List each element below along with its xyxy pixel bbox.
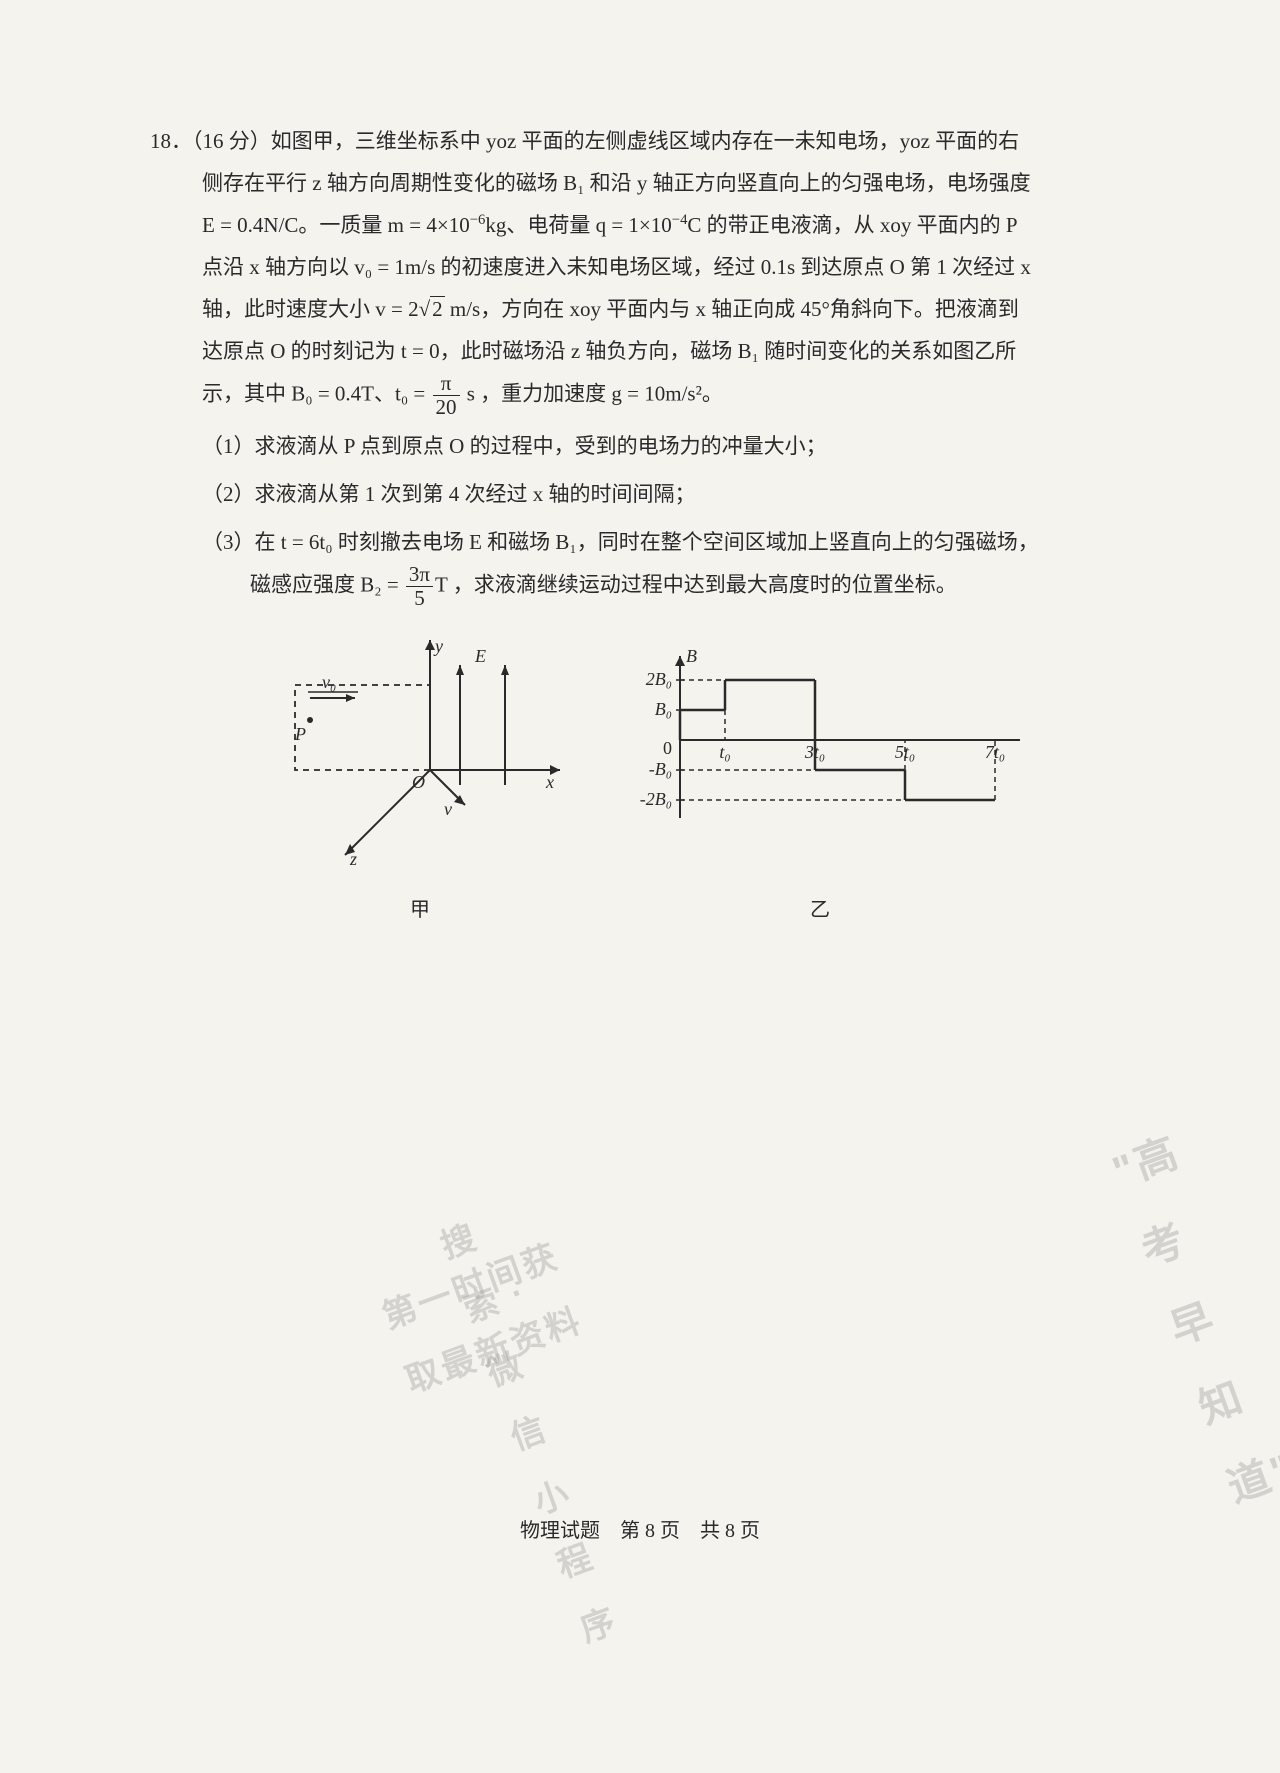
q-body-6: 达原点 O 的时刻记为 t = 0，此时磁场沿 z 轴负方向，磁场 B₁ 随时间… — [150, 330, 1130, 372]
svg-text:B: B — [686, 646, 697, 666]
question-header: 18．（16 分）如图甲，三维坐标系中 yoz 平面的左侧虚线区域内存在一未知电… — [150, 120, 1130, 162]
question-points: （16 分） — [192, 129, 271, 153]
label-P: P — [294, 724, 306, 744]
label-y: y — [433, 636, 443, 656]
sub-question-3a: （3）在 t = 6t₀ 时刻撤去电场 E 和磁场 B₁，同时在整个空间区域加上… — [150, 521, 1130, 563]
figure-jia: y x z O P E v₀ v 甲 搜索 · 微信小程序 第一时间获取最新资料 — [260, 630, 580, 930]
frac-top: π — [433, 372, 460, 396]
frac-bot-2: 5 — [406, 587, 433, 610]
sq3ba: 磁感应强度 B₂ = — [250, 573, 404, 597]
sq3bb: T ，求液滴继续运动过程中达到最大高度时的位置坐标。 — [435, 573, 957, 597]
q-body-3: E = 0.4N/C。一质量 m = 4×10−6kg、电荷量 q = 1×10… — [150, 204, 1130, 246]
watermark-1: "高考早知道" — [1100, 1111, 1280, 1529]
figure-jia-caption: 甲 — [260, 890, 580, 930]
sub-question-3b: 磁感应强度 B₂ = 3π5T ，求液滴继续运动过程中达到最大高度时的位置坐标。 — [150, 563, 1130, 610]
q3c: C 的带正电液滴，从 xoy 平面内的 P — [687, 213, 1017, 237]
watermark-3: 第一时间获取最新资料 — [372, 1222, 597, 1415]
label-z: z — [349, 849, 357, 869]
q7a: 示，其中 B₀ = 0.4T、t₀ = — [202, 381, 431, 405]
figure-jia-svg: y x z O P E v₀ v — [260, 630, 580, 870]
fraction-3pi-5: 3π5 — [406, 563, 433, 610]
figures-container: y x z O P E v₀ v 甲 搜索 · 微信小程序 第一时间获取最新资料… — [150, 630, 1130, 930]
page-footer: 物理试题 第 8 页 共 8 页 — [0, 1514, 1280, 1543]
sub-question-2: （2）求液滴从第 1 次到第 4 次经过 x 轴的时间间隔； — [150, 473, 1130, 515]
q3exp1: −6 — [470, 212, 486, 228]
svg-text:-B₀: -B₀ — [649, 759, 672, 779]
q-body-4: 点沿 x 轴方向以 v₀ = 1m/s 的初速度进入未知电场区域，经过 0.1s… — [150, 246, 1130, 288]
label-E: E — [474, 646, 486, 666]
frac-top-2: 3π — [406, 563, 433, 587]
figure-yi-caption: 乙 — [620, 890, 1020, 930]
q-body-7: 示，其中 B₀ = 0.4T、t₀ = π20 s ，重力加速度 g = 10m… — [150, 372, 1130, 419]
svg-text:0: 0 — [663, 738, 672, 758]
fraction-pi-20: π20 — [433, 372, 460, 419]
q5b: m/s，方向在 xoy 平面内与 x 轴正向成 45°角斜向下。把液滴到 — [445, 297, 1019, 321]
svg-text:-2B₀: -2B₀ — [640, 789, 672, 809]
q3exp2: −4 — [672, 212, 688, 228]
q3a: E = 0.4N/C。一质量 m = 4×10 — [202, 213, 470, 237]
label-x: x — [545, 772, 554, 792]
q-body-2: 侧存在平行 z 轴方向周期性变化的磁场 B₁ 和沿 y 轴正方向竖直向上的匀强电… — [150, 162, 1130, 204]
question-number: 18． — [150, 129, 192, 153]
watermark-2: 搜索 · 微信小程序 — [431, 1193, 660, 1664]
q5a: 轴，此时速度大小 v = 2 — [202, 297, 419, 321]
sub-question-1: （1）求液滴从 P 点到原点 O 的过程中，受到的电场力的冲量大小； — [150, 425, 1130, 467]
frac-bot: 20 — [433, 396, 460, 419]
q5sqrt: 2 — [430, 296, 445, 321]
q-body-1: 如图甲，三维坐标系中 yoz 平面的左侧虚线区域内存在一未知电场，yoz 平面的… — [271, 129, 1019, 153]
q3b: kg、电荷量 q = 1×10 — [485, 213, 671, 237]
label-v: v — [444, 799, 452, 819]
label-v0: v₀ — [322, 672, 336, 692]
svg-text:2B₀: 2B₀ — [646, 669, 672, 689]
label-O: O — [412, 772, 425, 792]
q7b: s ，重力加速度 g = 10m/s²。 — [462, 381, 723, 405]
q-body-5: 轴，此时速度大小 v = 2 2 m/s，方向在 xoy 平面内与 x 轴正向成 … — [150, 288, 1130, 330]
figure-yi: Bt2B₀B₀0-B₀-2B₀t₀3t₀5t₀7t₀ 乙 "高考早知道" — [620, 630, 1020, 930]
figure-yi-svg: Bt2B₀B₀0-B₀-2B₀t₀3t₀5t₀7t₀ — [620, 630, 1020, 870]
question-18: 18．（16 分）如图甲，三维坐标系中 yoz 平面的左侧虚线区域内存在一未知电… — [150, 120, 1130, 930]
sqrt-icon — [419, 297, 431, 321]
svg-text:t₀: t₀ — [719, 742, 730, 762]
svg-text:B₀: B₀ — [655, 699, 672, 719]
